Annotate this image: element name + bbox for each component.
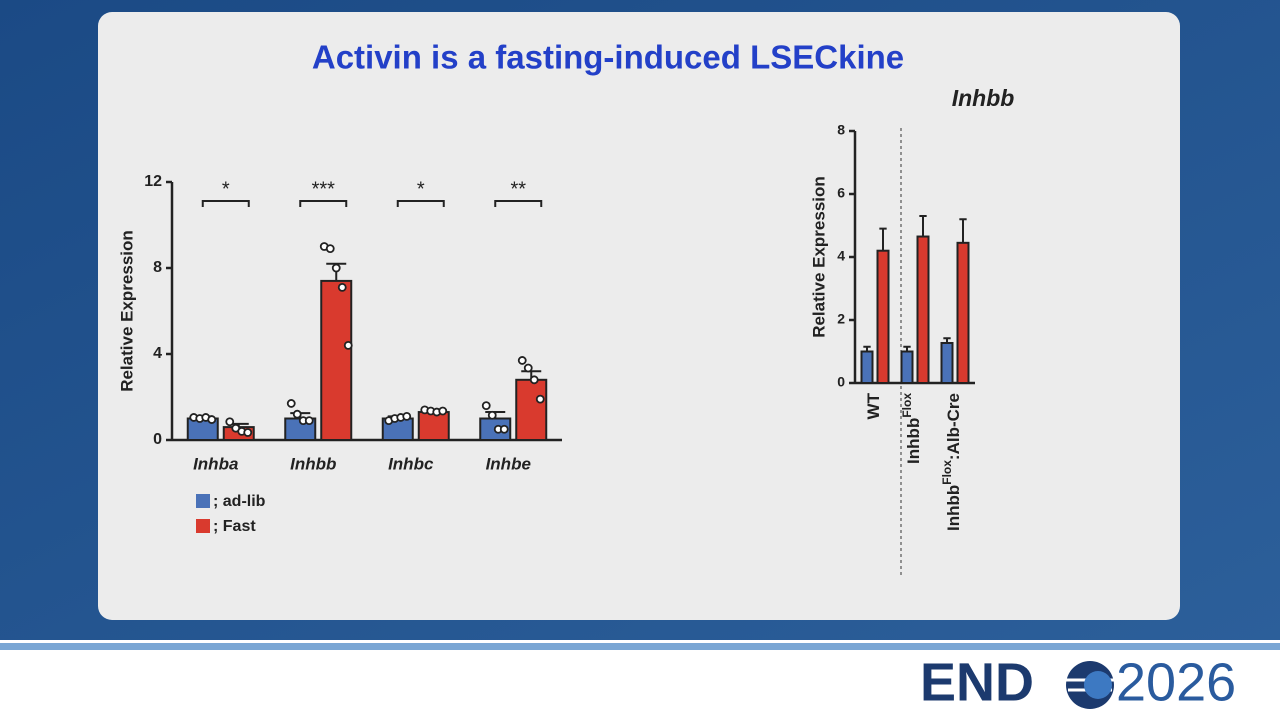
significance-bracket [299,200,348,207]
error-bar [959,218,967,243]
data-point [438,406,448,416]
legend-label: ; Fast [213,518,256,535]
data-point [517,356,527,365]
slide-title: Activin is a fasting-induced LSECkine [312,39,904,76]
significance-label: *** [312,178,336,200]
y-tick-label: 0 [837,374,845,390]
significance-bracket [201,200,250,207]
error-bar [863,345,871,352]
chart-title: Inhbb [952,85,1015,111]
bar [515,378,548,441]
legend-swatch [196,519,210,533]
error-bar [903,345,911,352]
y-tick-label: 12 [144,173,162,190]
significance-label: * [417,178,425,200]
data-point [343,340,353,350]
x-tick-label: Inhbb [290,454,336,473]
data-point [304,416,314,426]
data-point [207,415,217,424]
significance-bracket [494,200,543,207]
bar [320,279,353,441]
error-bar [919,215,927,237]
significance-label: * [222,178,230,200]
x-tick-label: InhbbFlox:Alb-Cre [940,393,963,531]
legend-label: ; ad-lib [213,493,266,510]
footer-stripe [0,643,1280,650]
data-point [499,424,509,434]
x-tick-label-part: Inhbb [904,418,923,464]
x-tick-label: WT [864,392,883,419]
logo-text: END [920,652,1034,712]
legend-swatch [196,494,210,508]
bar [940,341,954,384]
data-point [292,409,302,419]
bar [900,350,914,384]
y-tick-label: 4 [837,248,845,264]
bar [876,249,890,384]
bar [417,411,450,441]
data-point [487,410,497,420]
data-point [331,263,341,273]
x-tick-label-part: Flox [900,393,914,418]
x-tick-label: Inhbe [486,454,531,473]
error-bar [879,227,887,251]
y-tick-label: 8 [153,259,162,276]
data-point [225,417,235,427]
data-point [523,363,533,373]
bar [916,235,930,384]
card [98,12,1180,620]
x-tick-label-part: :Alb-Cre [944,393,963,460]
x-tick-label: Inhba [193,454,238,473]
x-tick-label: InhbbFlox [900,393,923,464]
data-point [286,399,296,408]
y-axis-label: Relative Expression [117,230,136,392]
bar [860,350,874,384]
y-tick-label: 2 [837,311,845,327]
data-point [535,394,545,404]
x-tick-label: Inhbc [388,454,434,473]
logo-globe [1066,661,1114,709]
error-bar [943,337,951,343]
bar [956,241,970,384]
significance-bracket [396,200,445,207]
y-axis-label: Relative Expression [809,176,828,338]
y-tick-label: 0 [153,431,162,448]
x-tick-label-part: WT [864,392,883,419]
y-tick-label: 8 [837,122,845,138]
y-tick-label: 6 [837,185,845,201]
data-point [402,411,412,421]
logo-year: 2026 [1116,652,1236,712]
data-point [243,428,253,437]
data-point [337,282,347,292]
significance-label: ** [510,178,526,200]
x-tick-label-part: Flox [940,460,954,485]
data-point [529,375,539,385]
data-point [325,244,335,254]
y-tick-label: 4 [153,345,162,362]
x-tick-label-part: Inhbb [944,485,963,531]
data-point [481,401,491,411]
